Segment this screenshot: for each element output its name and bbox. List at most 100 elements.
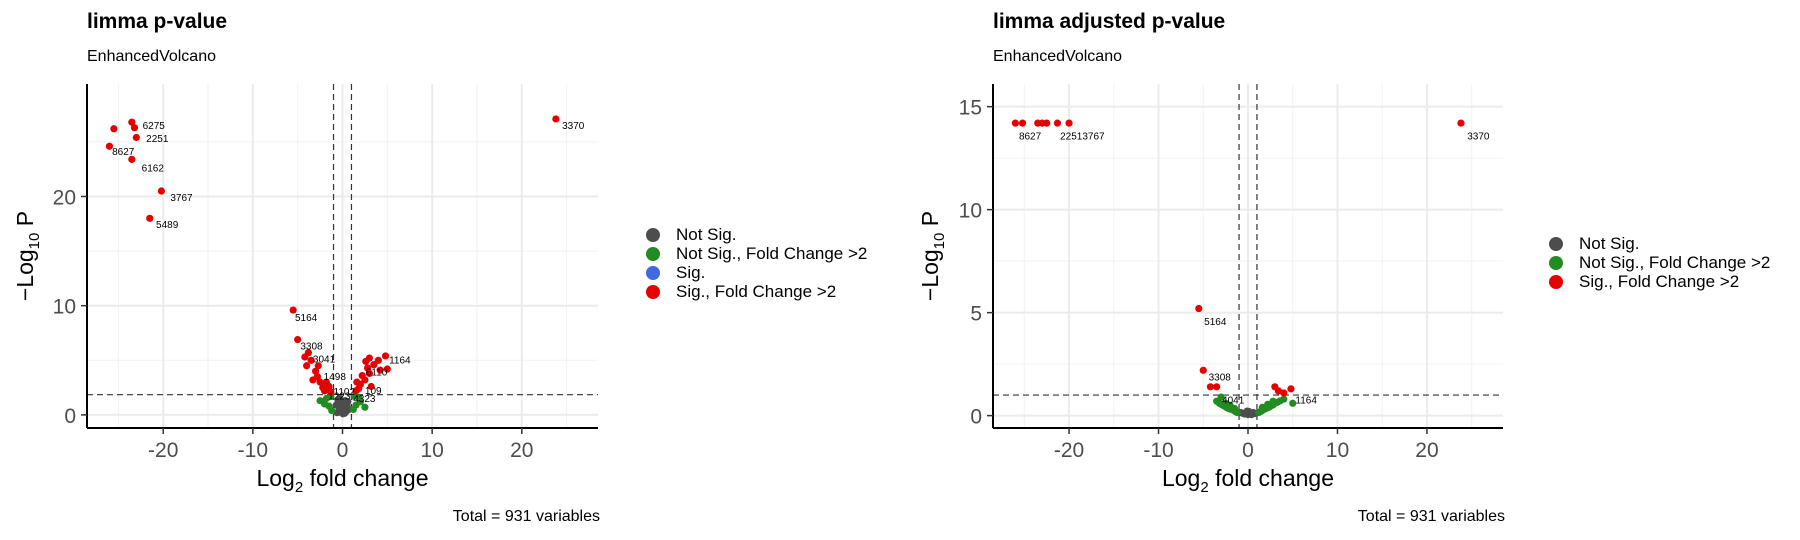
legend-left: Not Sig. Not Sig., Fold Change >2 Sig. Sig.… — [646, 225, 867, 301]
point-label: 4041 — [1222, 395, 1245, 406]
x-tick-label: 20 — [1415, 439, 1438, 462]
legend-label: Not Sig. — [1579, 233, 1640, 253]
legend-swatch — [1549, 255, 1563, 270]
point-label: 109 — [365, 386, 382, 397]
data-point — [334, 397, 342, 405]
data-point — [355, 385, 363, 393]
data-point — [376, 366, 384, 374]
chart-panel-left: limma p-value EnhancedVolcano 6275 2251 86… — [12, 10, 867, 525]
data-point — [301, 353, 309, 361]
data-point — [105, 142, 114, 150]
y-axis-title: −Log10 P — [917, 211, 948, 301]
data-point — [132, 133, 140, 142]
point-label: 5164 — [1204, 317, 1227, 328]
data-point — [146, 214, 154, 222]
point-label: 1164 — [389, 356, 411, 367]
data-point — [365, 369, 373, 377]
point-label: 6162 — [142, 163, 165, 174]
data-point — [307, 356, 315, 364]
data-point — [303, 362, 311, 370]
legend-swatch — [646, 246, 660, 261]
data-point — [364, 364, 372, 372]
data-point — [1053, 119, 1062, 127]
legend-right: Not Sig. Not Sig., Fold Change >2 Sig., Fo… — [1549, 234, 1770, 291]
data-point — [1269, 397, 1277, 405]
legend-swatch — [646, 265, 660, 280]
point-label: 3041 — [313, 354, 336, 365]
point-label: 8627 — [112, 147, 135, 158]
y-tick-label: 5 — [970, 303, 982, 326]
y-tick-label: 10 — [53, 296, 76, 319]
chart-caption: Total = 931 variables — [452, 508, 600, 525]
point-label: 3370 — [1467, 132, 1490, 143]
data-point — [367, 382, 375, 391]
data-point — [1043, 119, 1051, 127]
data-point — [128, 118, 136, 126]
data-point — [1195, 304, 1203, 313]
legend-swatch — [646, 284, 660, 299]
chart-title: limma p-value — [87, 10, 228, 33]
data-point — [344, 398, 352, 406]
data-point — [1264, 400, 1272, 408]
data-point — [312, 367, 320, 375]
legend-label: Not Sig. — [676, 224, 737, 244]
y-tick-label: 20 — [53, 186, 76, 209]
legend-item: Sig., Fold Change >2 — [646, 282, 867, 301]
legend-label: Not Sig., Fold Change >2 — [676, 243, 868, 263]
data-point — [1199, 366, 1207, 374]
legend-label: Sig., Fold Change >2 — [1579, 271, 1740, 291]
data-point — [1280, 389, 1288, 397]
x-axis-title: Log2 fold change — [1162, 465, 1334, 496]
point-label: 8627 — [1019, 132, 1042, 143]
point-label: 3308 — [1209, 373, 1232, 384]
point-label: 1102 — [334, 387, 356, 398]
data-point — [1018, 119, 1027, 127]
legend-label: Not Sig., Fold Change >2 — [1579, 252, 1771, 272]
data-point — [1287, 385, 1295, 393]
data-point — [552, 115, 560, 123]
chart-title: limma adjusted p-value — [993, 10, 1226, 33]
data-point — [353, 378, 361, 386]
legend-swatch — [1549, 236, 1563, 251]
point-label: 5164 — [295, 313, 318, 324]
chart-panel-right: limma adjusted p-value EnhancedVolcano 8… — [905, 0, 1800, 540]
x-tick-label: -10 — [238, 439, 268, 462]
point-label: 6110 — [366, 368, 388, 379]
data-point — [327, 388, 335, 396]
data-point — [128, 155, 136, 163]
legend-label: Sig. — [676, 262, 706, 282]
point-label: 2251 — [146, 134, 169, 145]
data-point — [1280, 395, 1288, 403]
data-point — [1217, 393, 1225, 401]
point-label: 1498 — [324, 372, 347, 383]
x-tick-label: 0 — [1242, 439, 1254, 462]
x-tick-label: -10 — [1143, 439, 1173, 462]
x-tick-label: 10 — [420, 439, 443, 462]
data-point — [1065, 119, 1073, 127]
point-label: 1223 — [328, 392, 351, 403]
y-axis-title: −Log10 P — [12, 211, 43, 301]
legend-label: Sig., Fold Change >2 — [676, 281, 837, 301]
y-tick-label: 0 — [970, 406, 982, 429]
point-label: 1164 — [1295, 395, 1317, 406]
data-point — [361, 403, 369, 411]
data-point — [1258, 403, 1266, 412]
legend-item: Sig. — [646, 263, 867, 282]
volcano-plot-right: 8627 22513767 3370 5164 3308 4041 1164 -20 -10 0 1… — [917, 84, 1503, 496]
point-label: 5489 — [156, 220, 179, 231]
data-point — [350, 392, 358, 400]
point-label: 6275 — [143, 121, 166, 132]
point-label: 3767 — [170, 193, 193, 204]
data-point — [289, 306, 297, 314]
data-point — [157, 187, 166, 195]
data-point — [316, 397, 324, 405]
x-tick-label: 10 — [1326, 439, 1349, 462]
data-point — [1222, 399, 1230, 407]
point-label: 3308 — [300, 341, 323, 352]
data-point — [336, 408, 344, 416]
y-tick-label: 0 — [64, 405, 76, 428]
data-point — [314, 362, 322, 370]
chart-subtitle: EnhancedVolcano — [993, 48, 1122, 65]
legend-item: Not Sig. — [646, 225, 867, 244]
data-point — [374, 356, 382, 364]
